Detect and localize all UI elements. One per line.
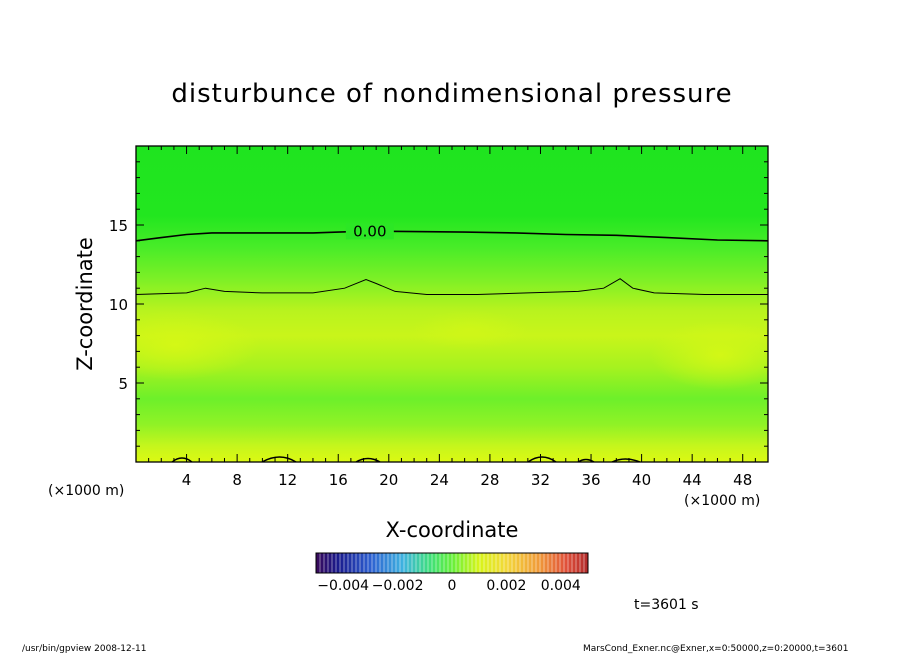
- y-tick-label: 5: [118, 375, 128, 393]
- x-tick-label: 36: [581, 471, 600, 489]
- colorbar-tick-label: 0.002: [486, 578, 526, 594]
- x-tick-label: 20: [379, 471, 398, 489]
- x-tick-label: 24: [430, 471, 449, 489]
- x-axis-label: X-coordinate: [386, 518, 519, 542]
- contour-label-background: [345, 223, 394, 240]
- y-axis-ticks: 5 10 15: [109, 145, 768, 463]
- x-unit-right: (×1000 m): [684, 493, 760, 509]
- colorbar-tick-label: 0.004: [541, 578, 581, 594]
- y-tick-label: 15: [109, 217, 128, 235]
- heatmap-field: [136, 146, 768, 462]
- footer-right: MarsCond_Exner.nc@Exner,x=0:50000,z=0:20…: [583, 644, 848, 654]
- x-tick-label: 48: [733, 471, 752, 489]
- x-axis-ticks: 4 8 12 16 20 24 28 32 36 40 44 48: [135, 146, 769, 489]
- colorbar-fill: [316, 553, 588, 573]
- heatmap-patch-left: [136, 310, 260, 380]
- colorbar-stripes: [319, 553, 585, 573]
- heatmap-patch-right: [650, 320, 768, 390]
- colorbar-tick-label: −0.002: [372, 578, 424, 594]
- footer-left: /usr/bin/gpview 2008-12-11: [22, 644, 146, 654]
- x-tick-label: 8: [232, 471, 242, 489]
- contour-bottom-ripples: [171, 456, 641, 462]
- colorbar-tick-label: −0.004: [317, 578, 369, 594]
- time-label: t=3601 s: [634, 597, 699, 613]
- x-unit-left: (×1000 m): [48, 483, 124, 499]
- x-tick-label: 12: [278, 471, 297, 489]
- x-tick-label: 44: [683, 471, 702, 489]
- chart-title: disturbunce of nondimensional pressure: [171, 79, 732, 109]
- colorbar-labels: −0.004 −0.002 0 0.002 0.004: [317, 578, 581, 594]
- plot-area: [136, 146, 768, 462]
- x-tick-label: 4: [182, 471, 192, 489]
- x-tick-label: 40: [632, 471, 651, 489]
- x-tick-label: 16: [329, 471, 348, 489]
- y-axis-label: Z-coordinate: [73, 237, 97, 371]
- colorbar: −0.004 −0.002 0 0.002 0.004: [315, 552, 589, 594]
- colorbar-tick-label: 0: [448, 578, 457, 594]
- x-tick-label: 32: [531, 471, 550, 489]
- y-tick-label: 10: [109, 296, 128, 314]
- contour-second-line: [136, 278, 768, 295]
- heatmap-patch-center: [410, 310, 530, 350]
- x-tick-label: 28: [480, 471, 499, 489]
- colorbar-frame: [315, 552, 589, 574]
- contour-label: 0.00: [353, 222, 386, 240]
